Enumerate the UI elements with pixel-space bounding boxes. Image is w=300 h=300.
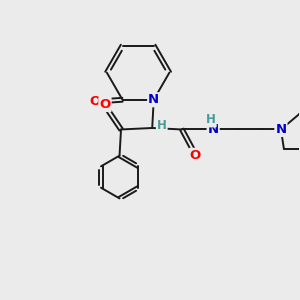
Text: N: N bbox=[208, 123, 219, 136]
Text: H: H bbox=[157, 118, 167, 131]
Text: O: O bbox=[190, 149, 201, 162]
Text: H: H bbox=[206, 113, 216, 127]
Text: O: O bbox=[99, 98, 111, 111]
Text: N: N bbox=[275, 123, 286, 136]
Text: O: O bbox=[89, 95, 100, 108]
Text: N: N bbox=[148, 93, 159, 106]
